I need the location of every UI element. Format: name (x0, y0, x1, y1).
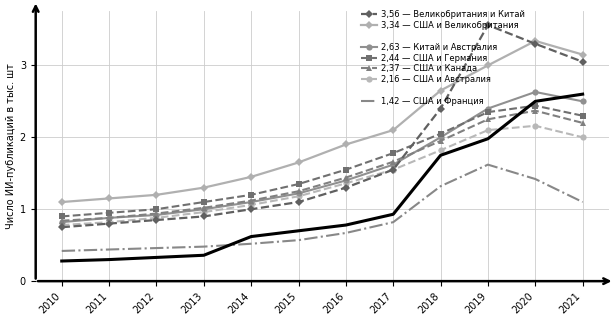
Legend: 3,56 — Великобритания и Китай, 3,34 — США и Великобритания, , 2,63 — Китай и Авс: 3,56 — Великобритания и Китай, 3,34 — СШ… (361, 10, 525, 106)
Y-axis label: Число ИИ-публикаций в тыс. шт: Число ИИ-публикаций в тыс. шт (6, 63, 15, 229)
